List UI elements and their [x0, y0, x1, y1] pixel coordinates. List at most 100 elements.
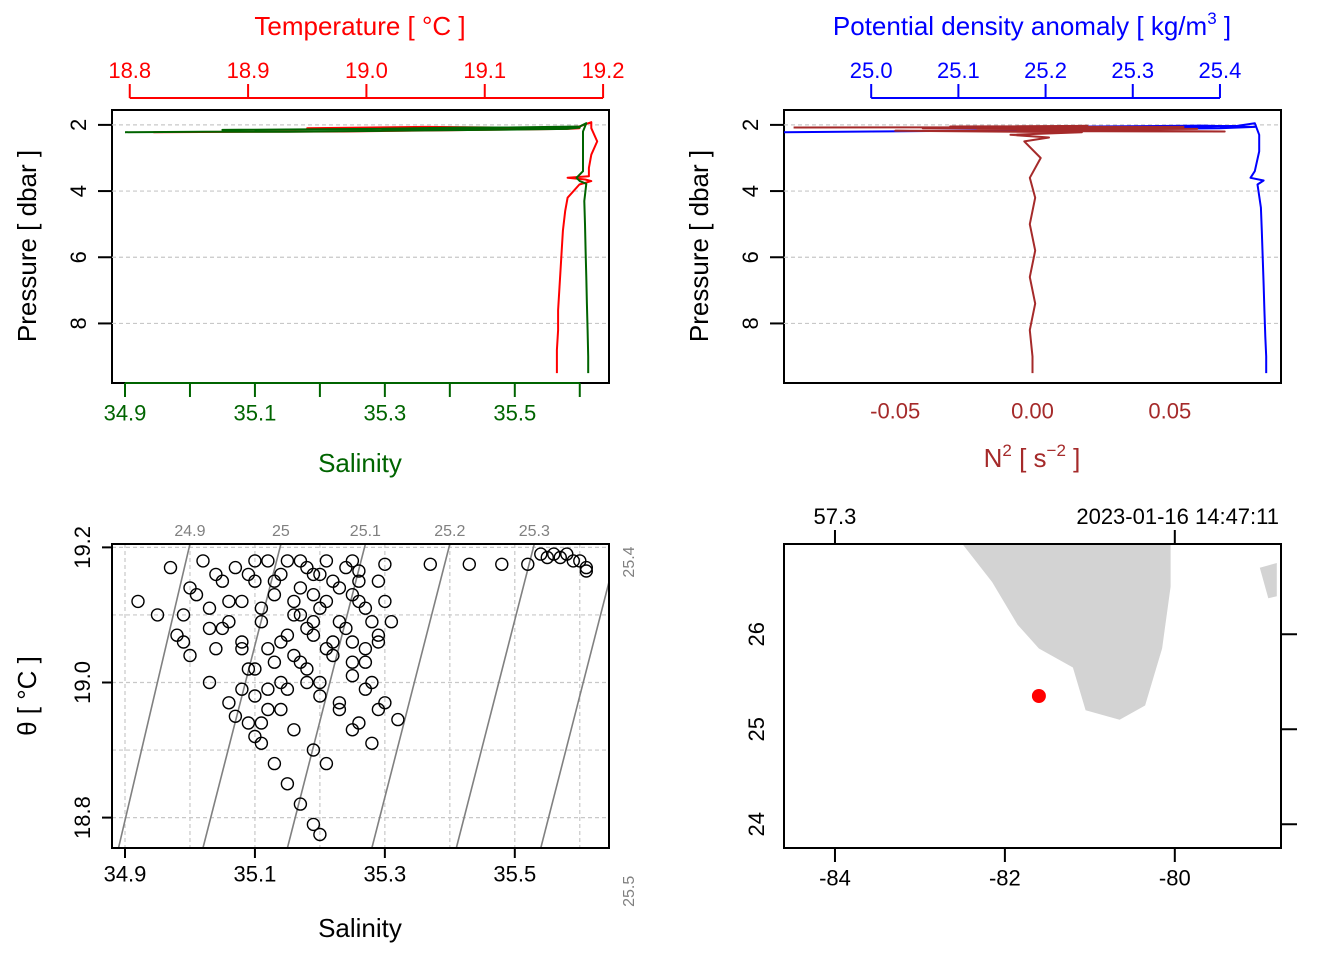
- panel3-point-43: [293, 554, 308, 568]
- panel4-land-polygon-0: [962, 544, 1171, 720]
- panel3-point-36: [287, 594, 301, 609]
- panel3-point-82: [280, 682, 295, 696]
- panel3-point-110: [540, 550, 554, 565]
- panel3-point-108: [495, 557, 509, 571]
- panel3-point-39: [345, 655, 360, 669]
- panel1-bottom-axis-label-3: 35.5: [493, 401, 536, 426]
- panel3-point-102: [300, 560, 314, 575]
- panel2-y-axis-label-2: 6: [738, 251, 763, 263]
- panel1-frame: [111, 109, 610, 384]
- panel4-top-label-1: 2023-01-16 14:47:11: [1076, 504, 1279, 529]
- panel3-point-53: [287, 608, 301, 622]
- panel3-point-1: [150, 608, 165, 622]
- panel3-isopycnal-label-2: 25.1: [350, 523, 381, 540]
- panel3-point-124: [274, 567, 288, 582]
- panel3-point-90: [358, 682, 373, 696]
- panel1-top-axis-label-0: 18.8: [108, 58, 151, 83]
- panel3-isopycnal-label-5: 25.4: [621, 546, 638, 577]
- panel3-point-46: [352, 594, 366, 609]
- panel3-point-80: [319, 642, 334, 656]
- panel3-frame: [111, 543, 610, 849]
- panel3-point-13: [163, 560, 178, 575]
- panel3-isopycnal-5: [540, 578, 609, 848]
- panel2-frame: [783, 109, 1282, 384]
- panel3-point-6: [241, 716, 256, 730]
- panel4-frame: [783, 543, 1282, 849]
- panel4-station-marker: [1031, 689, 1046, 703]
- panel3-point-99: [241, 567, 256, 582]
- panel1-top-axis-label-1: 18.9: [227, 58, 270, 83]
- panel3-isopycnal-3: [371, 544, 451, 848]
- panel3-point-12: [313, 827, 327, 842]
- panel3-point-35: [267, 574, 282, 588]
- panel3-point-34: [248, 554, 262, 568]
- panel3-point-98: [202, 621, 217, 636]
- panel3-point-18: [248, 662, 262, 676]
- panel3-point-101: [280, 554, 295, 568]
- panel3-point-27: [254, 615, 269, 629]
- panel3-isopycnals: [117, 544, 609, 848]
- panel1-y-axis-label-2: 6: [66, 251, 91, 263]
- panel3-point-83: [267, 655, 282, 669]
- panel4-axes: 24 25 26 -84 -82 -80 57.3 2023-01-16 14:47:11: [744, 504, 1297, 891]
- panel2-bottom-title-sup2: −2: [1047, 441, 1066, 460]
- panel4-x-axis-label-1: -82: [989, 866, 1021, 891]
- panel3-point-123: [254, 601, 269, 615]
- panel3-point-72: [339, 560, 353, 575]
- panel2-bottom-title-prefix: N: [984, 443, 1003, 473]
- panel-ts-diagram: 24.9 25 25.1 25.2 25.3 25.4 25.5 18.8 19.0 19.2 3…: [12, 523, 638, 943]
- panel3-point-92: [345, 723, 360, 737]
- panel3-point-19: [261, 682, 275, 696]
- panel3-point-38: [326, 635, 340, 649]
- panel3-point-47: [365, 615, 379, 629]
- panel3-point-68: [287, 648, 301, 663]
- panel3-point-100: [261, 554, 275, 568]
- panel2-top-axis-label-2: 25.2: [1024, 58, 1067, 83]
- panel2-top-title-suffix: ]: [1217, 11, 1231, 41]
- panel3-point-121: [235, 682, 249, 696]
- panel3-point-127: [345, 588, 360, 602]
- panel3-point-64: [254, 716, 269, 730]
- panel2-bottom-title-middle: [ s: [1012, 443, 1047, 473]
- panel3-point-73: [352, 564, 366, 578]
- panel3-point-23: [319, 756, 334, 771]
- panel3-point-111: [553, 550, 567, 565]
- panel4-y-axis-label-0: 24: [744, 812, 769, 836]
- panel3-point-77: [371, 628, 386, 642]
- panel1-top-axis-label-3: 19.1: [463, 58, 506, 83]
- panel3-point-57: [209, 567, 223, 582]
- panel4-y-axis-label-1: 25: [744, 717, 769, 741]
- panel3-point-58: [189, 588, 204, 602]
- panel2-top-axis-label-1: 25.1: [937, 58, 980, 83]
- panel3-isopycnal-label-6: 25.5: [621, 876, 638, 907]
- panel1-grid: [112, 124, 609, 325]
- panel3-point-79: [339, 621, 353, 636]
- panel3-point-4: [202, 675, 217, 690]
- panel3-point-56: [228, 560, 243, 575]
- panel2-y-axis-label-0: 2: [738, 119, 763, 131]
- panel3-x-axis-label-3: 35.5: [493, 862, 536, 887]
- panel2-bottom-axis-label-1: 0.00: [1011, 399, 1054, 424]
- panel1-bottom-axis-label-1: 35.1: [234, 401, 277, 426]
- panel3-point-106: [423, 557, 437, 571]
- panel3-y-axis-label-0: 18.8: [70, 796, 95, 839]
- panel3-isopycnal-4: [455, 544, 536, 848]
- panel1-y-axis-label-1: 4: [66, 185, 91, 197]
- panel2-n2-profile: [793, 124, 1226, 374]
- panel3-point-125: [293, 581, 308, 595]
- panel3-point-81: [300, 662, 314, 676]
- panel3-point-61: [235, 635, 249, 649]
- panel3-isopycnal-0: [117, 544, 191, 848]
- panel2-axes: 2 4 6 8 25.0 25.1 25.2 25.3 25.4 -0.05 0.00 0.05: [738, 58, 1241, 424]
- panel3-point-128: [358, 601, 373, 615]
- panel3-point-24: [196, 554, 210, 568]
- panel3-point-84: [280, 628, 295, 642]
- panel3-axes: 18.8 19.0 19.2 34.9 35.1 35.3 35.5: [70, 526, 536, 887]
- panel3-point-63: [248, 689, 262, 703]
- panel2-top-title-prefix: Potential density anomaly [ kg/m: [833, 11, 1207, 41]
- panel3-point-87: [319, 594, 334, 609]
- panel3-point-116: [560, 547, 574, 561]
- panel2-lines: [783, 122, 1268, 374]
- panel2-top-axis-title: Potential density anomaly [ kg/m3 ]: [833, 9, 1231, 41]
- panel3-point-32: [352, 716, 366, 730]
